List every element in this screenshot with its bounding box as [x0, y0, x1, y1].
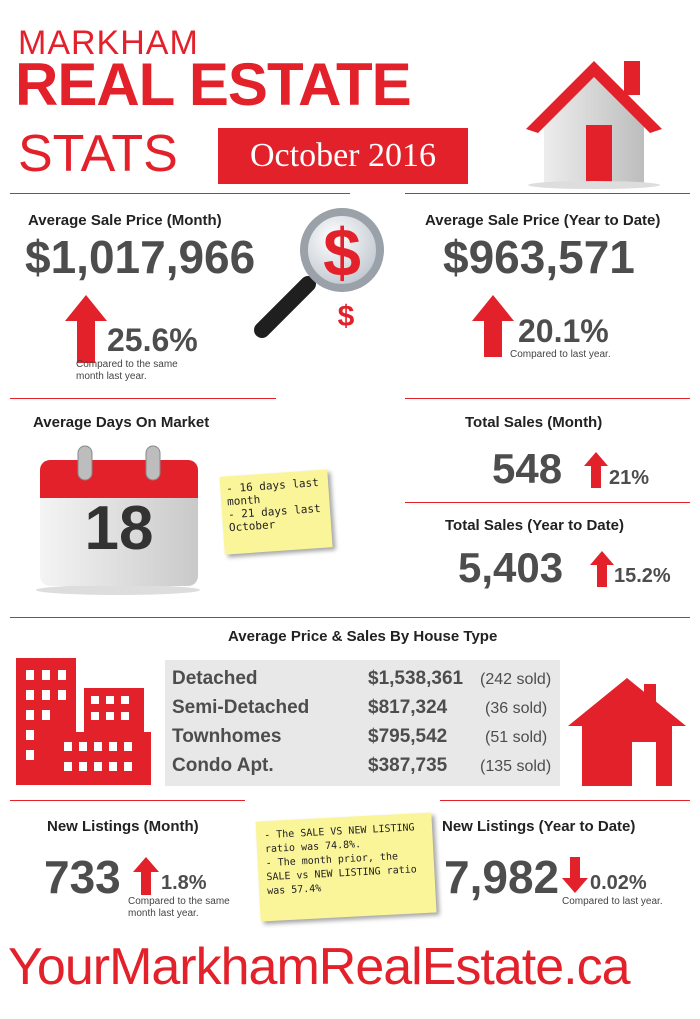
new-listings-ytd-note: Compared to last year.: [562, 896, 663, 907]
total-sales-ytd-change: 15.2%: [614, 565, 671, 587]
new-listings-month-change: 1.8%: [161, 872, 207, 894]
up-arrow-icon: [590, 551, 614, 587]
house-type-rows: Detached $1,538,361 (242 sold) Semi-Deta…: [172, 668, 562, 784]
up-arrow-icon: [472, 295, 514, 357]
house-type-label: Average Price & Sales By House Type: [228, 628, 498, 645]
header-city: MARKHAM: [18, 24, 199, 62]
avg-price-ytd-change: 20.1%: [518, 313, 609, 349]
note-line: - The month prior, the SALE vs NEW LISTI…: [265, 851, 418, 898]
house-type-name: Detached: [172, 668, 258, 689]
avg-price-ytd-note: Compared to last year.: [510, 349, 611, 360]
house-type-name: Semi-Detached: [172, 697, 310, 718]
note-line: - 21 days last October: [227, 501, 322, 535]
days-on-market-value: 18: [84, 494, 154, 563]
new-listings-ytd-change: 0.02%: [590, 872, 647, 894]
new-listings-ytd-value: 7,982: [444, 851, 560, 903]
svg-text:$: $: [338, 300, 355, 333]
house-type-price: $1,538,361: [368, 668, 464, 689]
website-link[interactable]: YourMarkhamRealEstate.ca: [8, 938, 631, 996]
table-row: Condo Apt. $387,735 (135 sold): [172, 755, 562, 784]
avg-price-ytd-value: $963,571: [443, 231, 635, 283]
house-icon: [526, 61, 662, 189]
table-row: Semi-Detached $817,324 (36 sold): [172, 697, 562, 726]
new-listings-ytd-label: New Listings (Year to Date): [442, 818, 636, 835]
house-type-price: $795,542: [368, 726, 448, 747]
up-arrow-icon: [584, 452, 608, 488]
up-arrow-icon: [133, 857, 159, 895]
total-sales-month-change: 21%: [609, 467, 650, 489]
house-type-price: $387,735: [368, 755, 448, 776]
calendar-icon: [36, 445, 200, 595]
new-listings-month-label: New Listings (Month): [47, 818, 199, 835]
avg-price-month-change: 25.6%: [107, 322, 198, 358]
avg-price-month-value: $1,017,966: [25, 231, 256, 283]
house-icon: [568, 678, 686, 786]
header-period: October 2016: [218, 128, 468, 184]
new-listings-month-value: 733: [44, 851, 121, 903]
header-title-line1: REAL ESTATE: [15, 51, 412, 118]
house-type-name: Condo Apt.: [172, 755, 274, 776]
days-on-market-note: - 16 days last month - 21 days last Octo…: [219, 469, 333, 555]
total-sales-month-label: Total Sales (Month): [465, 414, 603, 431]
house-type-sold: (36 sold): [485, 700, 548, 717]
magnifier-dollar-icon: $ $: [254, 208, 384, 338]
new-listings-month-note: Compared to the same month last year.: [128, 896, 230, 919]
house-type-price: $817,324: [368, 697, 448, 718]
house-type-name: Townhomes: [172, 726, 282, 747]
ratio-note: - The SALE VS NEW LISTING ratio was 74.8…: [255, 812, 437, 922]
header-title-line2: STATS: [18, 125, 178, 183]
total-sales-month-value: 548: [492, 445, 563, 492]
days-on-market-label: Average Days On Market: [33, 414, 210, 431]
house-type-sold: (51 sold): [485, 729, 548, 746]
total-sales-ytd-label: Total Sales (Year to Date): [445, 517, 624, 534]
down-arrow-icon: [562, 857, 588, 893]
house-type-sold: (242 sold): [480, 671, 552, 688]
house-type-table: [165, 660, 560, 786]
svg-text:$: $: [323, 215, 361, 291]
avg-price-month-note: Compared to the same month last year.: [76, 359, 178, 382]
up-arrow-icon: [65, 295, 107, 363]
total-sales-ytd-value: 5,403: [458, 544, 564, 591]
avg-price-month-label: Average Sale Price (Month): [28, 212, 222, 229]
table-row: Detached $1,538,361 (242 sold): [172, 668, 562, 697]
buildings-icon: [16, 658, 151, 785]
house-type-sold: (135 sold): [480, 758, 552, 775]
avg-price-ytd-label: Average Sale Price (Year to Date): [425, 212, 661, 229]
table-row: Townhomes $795,542 (51 sold): [172, 726, 562, 755]
